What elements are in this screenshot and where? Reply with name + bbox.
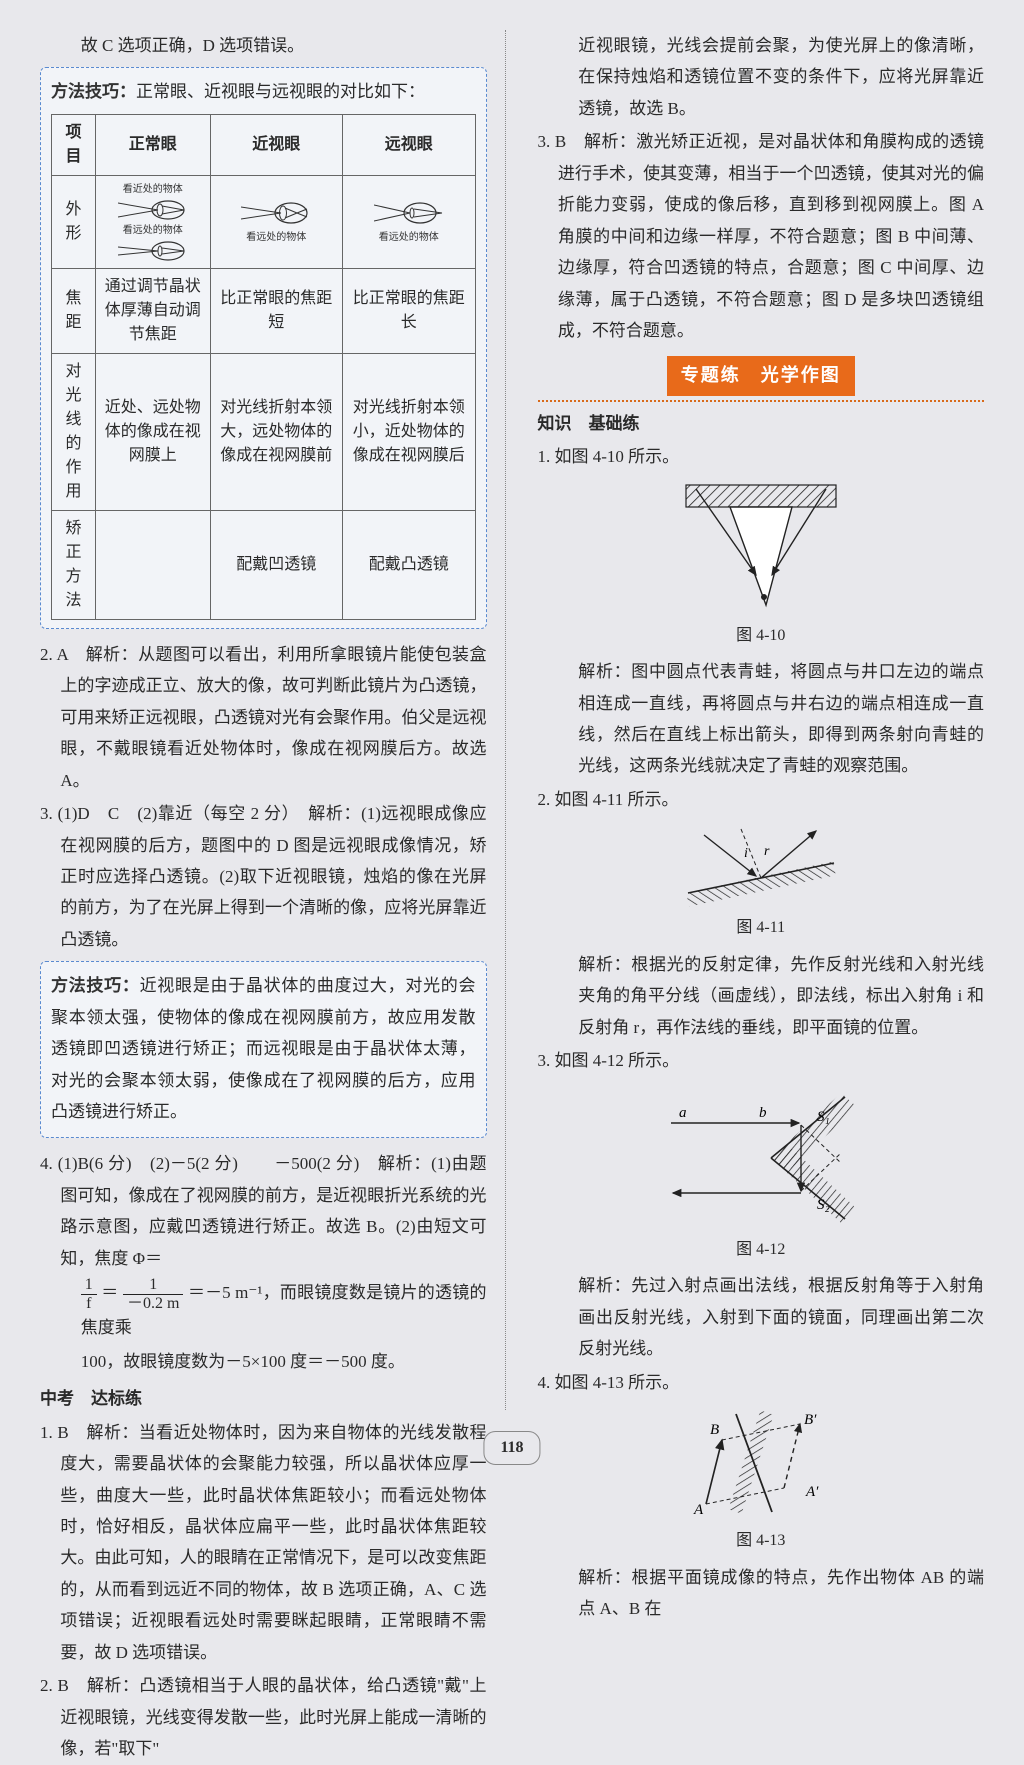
tip-title: 方法技巧： xyxy=(51,82,136,101)
question-4-line3: 100，故眼镜度数为－5×100 度＝－500 度。 xyxy=(40,1346,487,1377)
reflection-diagram-icon: i r xyxy=(666,821,856,911)
section-banner: 专题练 光学作图 xyxy=(667,356,855,395)
opt-q2: 2. 如图 4-11 所示。 xyxy=(538,784,985,815)
question-4-formula: 1f ＝ 1－0.2 m ＝－5 m⁻¹，而眼镜度数是镜片的透镜的焦度乘 xyxy=(40,1276,487,1344)
well-diagram-icon xyxy=(676,479,846,619)
eye-diagram-icon xyxy=(241,198,311,228)
cell: 配戴凸透镜 xyxy=(343,510,476,619)
tip-header: 方法技巧：正常眼、近视眼与远视眼的对比如下： xyxy=(51,76,476,107)
cell: 比正常眼的焦距长 xyxy=(343,268,476,353)
text-line: 故 C 选项正确，D 选项错误。 xyxy=(40,30,487,61)
figure-4-10: 图 4-10 xyxy=(538,479,985,651)
opt-q1: 1. 如图 4-10 所示。 xyxy=(538,441,985,472)
figure-caption: 图 4-10 xyxy=(538,621,985,651)
eye-diagram-icon xyxy=(118,199,188,221)
label-b: B xyxy=(710,1422,719,1438)
right-column: 近视眼镜，光线会提前会聚，为使光屏上的像清晰，在保持烛焰和透镜位置不变的条件下，… xyxy=(536,30,985,1410)
label-s1: S₁ xyxy=(817,1109,830,1125)
cell: 配戴凹透镜 xyxy=(210,510,342,619)
figure-caption: 图 4-12 xyxy=(538,1235,985,1265)
th: 远视眼 xyxy=(343,114,476,175)
figure-caption: 图 4-11 xyxy=(538,913,985,943)
equals: ＝ xyxy=(101,1283,118,1302)
label-bp: B′ xyxy=(804,1412,817,1428)
tip-body: 正常眼、近视眼与远视眼的对比如下： xyxy=(136,82,425,101)
diagram-label: 看远处的物体 xyxy=(379,230,439,245)
label-r: r xyxy=(764,844,770,859)
cell-myopia-diagram: 看远处的物体 xyxy=(210,175,342,268)
cell: 对光线折射本领大，远处物体的像成在视网膜前 xyxy=(210,353,342,510)
tip-title: 方法技巧： xyxy=(51,976,140,995)
row-label: 外形 xyxy=(52,175,96,268)
double-mirror-diagram-icon: a b S₁ S₂ xyxy=(651,1083,871,1233)
opt-q3-explain: 解析：先过入射点画出法线，根据反射角等于入射角画出反射光线，入射到下面的镜面，同… xyxy=(538,1270,985,1364)
fraction-icon: 1f xyxy=(81,1276,97,1312)
diagram-label: 看远处的物体 xyxy=(246,230,306,245)
fraction-icon: 1－0.2 m xyxy=(123,1276,183,1312)
zhongkao-q2: 2. B 解析：凸透镜相当于人眼的晶状体，给凸透镜"戴"上近视眼镜，光线变得发散… xyxy=(40,1670,487,1764)
label-ap: A′ xyxy=(805,1484,819,1500)
cell xyxy=(95,510,210,619)
zhongkao-q1: 1. B 解析：当看近处物体时，因为来自物体的光线发散程度大，需要晶状体的会聚能… xyxy=(40,1417,487,1669)
table-row: 焦距 通过调节晶状体厚薄自动调节焦距 比正常眼的焦距短 比正常眼的焦距长 xyxy=(52,268,476,353)
table-row: 矫正方法 配戴凹透镜 配戴凸透镜 xyxy=(52,510,476,619)
continuation-q2: 近视眼镜，光线会提前会聚，为使光屏上的像清晰，在保持烛焰和透镜位置不变的条件下，… xyxy=(538,30,985,124)
th: 近视眼 xyxy=(210,114,342,175)
left-column: 故 C 选项正确，D 选项错误。 方法技巧：正常眼、近视眼与远视眼的对比如下： … xyxy=(40,30,506,1410)
label-a: a xyxy=(679,1105,687,1121)
eye-diagram-icon xyxy=(118,240,188,262)
label-b: b xyxy=(759,1105,767,1121)
eye-comparison-table: 项目 正常眼 近视眼 远视眼 外形 看近处的物体 看远处的物体 xyxy=(51,114,476,620)
tip-content: 方法技巧：近视眼是由于晶状体的曲度过大，对光的会聚本领太强，使物体的像成在视网膜… xyxy=(51,970,476,1127)
opt-q4-explain: 解析：根据平面镜成像的特点，先作出物体 AB 的端点 A、B 在 xyxy=(538,1562,985,1625)
section-banner-row: 专题练 光学作图 xyxy=(538,356,985,401)
label-a: A xyxy=(693,1502,704,1518)
question-2: 2. A 解析：从题图可以看出，利用所拿眼镜片能使包装盒上的字迹成正立、放大的像… xyxy=(40,639,487,796)
cell: 比正常眼的焦距短 xyxy=(210,268,342,353)
table-row-shape: 外形 看近处的物体 看远处的物体 看远处的物体 xyxy=(52,175,476,268)
eye-diagram-icon xyxy=(374,198,444,228)
diagram-label: 看近处的物体 xyxy=(123,182,183,197)
question-3: 3. (1)D C (2)靠近（每空 2 分） 解析：(1)远视眼成像应在视网膜… xyxy=(40,798,487,955)
cell: 对光线折射本领小，近处物体的像成在视网膜后 xyxy=(343,353,476,510)
figure-4-12: a b S₁ S₂ 图 4-12 xyxy=(538,1083,985,1265)
label-s2: S₂ xyxy=(817,1197,830,1213)
question-4-line1: 4. (1)B(6 分) (2)－5(2 分) －500(2 分) 解析：(1)… xyxy=(40,1148,487,1274)
right-q3: 3. B 解析：激光矫正近视，是对晶状体和角膜构成的透镜进行手术，使其变薄，相当… xyxy=(538,126,985,346)
cell-hyperopia-diagram: 看远处的物体 xyxy=(343,175,476,268)
table-row: 对光线的作用 近处、远处物体的像成在视网膜上 对光线折射本领大，远处物体的像成在… xyxy=(52,353,476,510)
table-header-row: 项目 正常眼 近视眼 远视眼 xyxy=(52,114,476,175)
th: 项目 xyxy=(52,114,96,175)
figure-caption: 图 4-13 xyxy=(538,1526,985,1556)
page-number: 118 xyxy=(483,1431,540,1465)
th: 正常眼 xyxy=(95,114,210,175)
diagram-label: 看远处的物体 xyxy=(123,223,183,238)
figure-4-11: i r 图 4-11 xyxy=(538,821,985,943)
zhishi-heading: 知识 基础练 xyxy=(538,408,985,439)
zhongkao-heading: 中考 达标练 xyxy=(40,1383,487,1414)
opt-q1-explain: 解析：图中圆点代表青蛙，将圆点与井口左边的端点相连成一直线，再将圆点与井右边的端… xyxy=(538,656,985,782)
figure-4-13: A B B′ A′ 图 4-13 xyxy=(538,1404,985,1556)
row-label: 对光线的作用 xyxy=(52,353,96,510)
method-tip-box-1: 方法技巧：正常眼、近视眼与远视眼的对比如下： 项目 正常眼 近视眼 远视眼 外形… xyxy=(40,67,487,628)
cell: 近处、远处物体的像成在视网膜上 xyxy=(95,353,210,510)
opt-q4: 4. 如图 4-13 所示。 xyxy=(538,1367,985,1398)
method-tip-box-2: 方法技巧：近视眼是由于晶状体的曲度过大，对光的会聚本领太强，使物体的像成在视网膜… xyxy=(40,961,487,1138)
cell-normal-eye-diagram: 看近处的物体 看远处的物体 xyxy=(95,175,210,268)
row-label: 焦距 xyxy=(52,268,96,353)
row-label: 矫正方法 xyxy=(52,510,96,619)
mirror-image-diagram-icon: A B B′ A′ xyxy=(666,1404,856,1524)
opt-q3: 3. 如图 4-12 所示。 xyxy=(538,1045,985,1076)
tip-body: 近视眼是由于晶状体的曲度过大，对光的会聚本领太强，使物体的像成在视网膜前方，故应… xyxy=(51,976,476,1121)
opt-q2-explain: 解析：根据光的反射定律，先作反射光线和入射光线夹角的角平分线（画虚线），即法线，… xyxy=(538,949,985,1043)
label-i: i xyxy=(744,846,748,861)
q4-text-a: 4. (1)B(6 分) (2)－5(2 分) －500(2 分) 解析：(1)… xyxy=(40,1154,487,1267)
cell: 通过调节晶状体厚薄自动调节焦距 xyxy=(95,268,210,353)
